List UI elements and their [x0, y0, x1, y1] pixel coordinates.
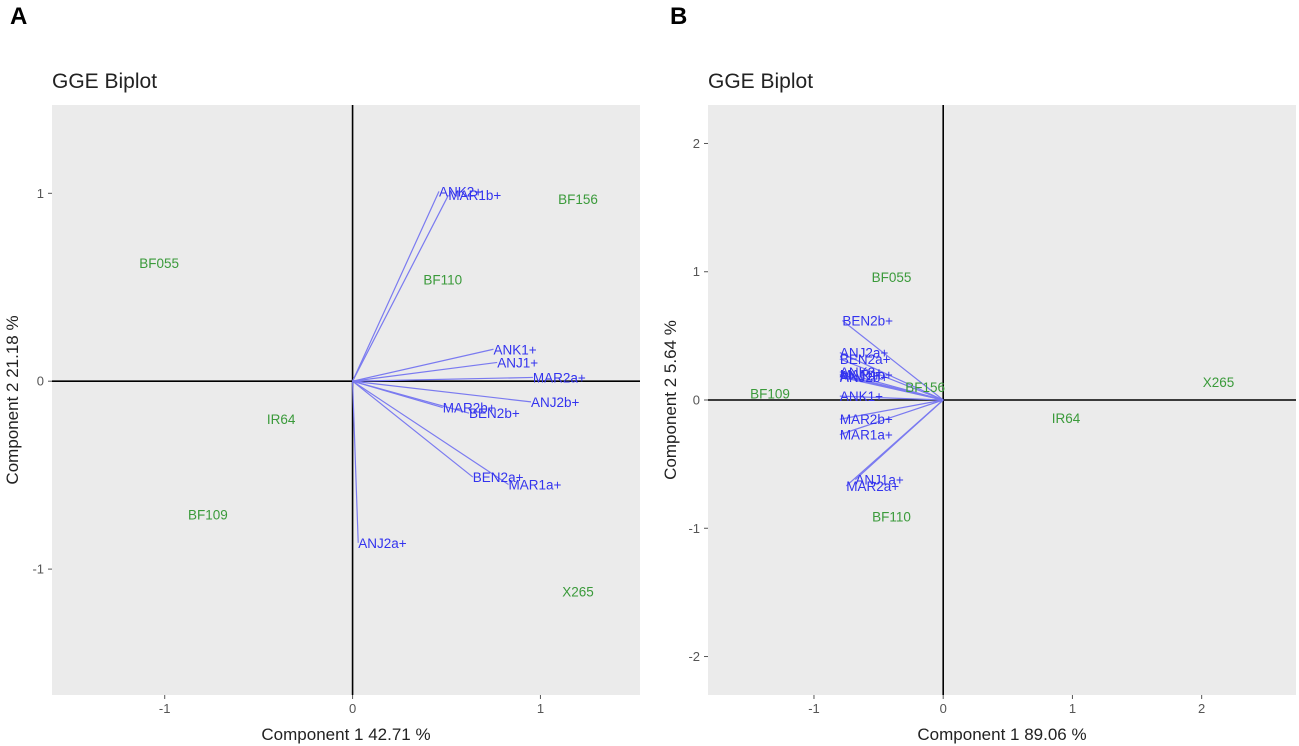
environment-vector [351, 381, 359, 543]
environment-label: MAR1b+ [840, 367, 893, 382]
panel-a-ticks: -1 0 1 -1 0 1 [32, 186, 544, 716]
environment-label: ANJ1+ [840, 369, 881, 384]
panel-a-labels: ANK2+MAR1b+ANK1+ANJ1+MAR2a+ANJ2b+MAR2b+B… [139, 184, 598, 599]
environment-label: MAR2b+ [840, 412, 893, 427]
panel-b-x-axis-title: Component 1 89.06 % [917, 725, 1086, 744]
y-tick-label: -1 [32, 562, 44, 577]
environment-label: ANK2+ [439, 184, 482, 199]
x-tick-label: 1 [537, 701, 544, 716]
genotype-label: BF156 [905, 380, 945, 395]
environment-vector [839, 358, 944, 401]
panel-a-plot-area [52, 105, 640, 695]
environment-label: MAR1b+ [448, 188, 501, 203]
panel-b-y-axis-title: Component 2 5.64 % [661, 320, 680, 480]
genotype-label: X265 [562, 585, 594, 600]
environment-vector [839, 376, 944, 401]
genotype-label: BF110 [423, 273, 462, 288]
panel-b-labels: BEN2b+ ANJ2a+BEN2a+ANK2+ANJ1+MAR1b+ANJ2b+… [750, 270, 1234, 525]
environment-vector [839, 351, 944, 401]
x-tick-label: -1 [159, 701, 171, 716]
environment-label: MAR2b+ [443, 401, 496, 416]
y-tick-label: 0 [37, 374, 44, 389]
environment-label: ANK1+ [493, 342, 536, 357]
panel-a-x-axis-title: Component 1 42.71 % [261, 725, 430, 744]
panel-a-y-axis-title: Component 2 21.18 % [3, 315, 22, 484]
environment-vector [839, 399, 944, 420]
environment-vector [842, 320, 944, 401]
environment-label: ANJ2b+ [531, 395, 580, 410]
genotype-label: BF055 [139, 256, 179, 271]
environment-label: MAR2a+ [846, 479, 899, 494]
environment-vector [352, 194, 449, 382]
x-tick-label: 0 [940, 701, 947, 716]
genotype-label: BF109 [188, 508, 228, 523]
environment-label: MAR1a+ [508, 478, 561, 493]
environment-vector [839, 395, 944, 401]
panel-a-title: GGE Biplot [52, 70, 157, 93]
environment-label: BEN2a+ [840, 352, 891, 367]
environment-label: MAR1a+ [840, 428, 893, 443]
panel-a-axes [52, 105, 640, 695]
y-tick-label: -2 [688, 649, 700, 664]
panel-a: A GGE Biplot ANK2+MAR1b+ ANK1+ANJ1+MAR2a+… [3, 3, 640, 744]
environment-label: ANJ2a+ [358, 536, 407, 551]
panel-a-letter: A [10, 3, 27, 30]
environment-vector [845, 399, 944, 487]
environment-vector [352, 380, 532, 403]
y-tick-label: -1 [688, 521, 700, 536]
genotype-label: BF110 [872, 510, 911, 525]
x-tick-label: 2 [1198, 701, 1205, 716]
genotype-label: BF055 [872, 270, 912, 285]
environment-label: BEN2a+ [473, 470, 524, 485]
genotype-label: X265 [1203, 375, 1235, 390]
y-tick-label: 1 [693, 264, 700, 279]
environment-label: ANJ1+ [497, 355, 538, 370]
panel-a-vectors [351, 191, 533, 543]
environment-label: ANJ1a+ [855, 473, 904, 488]
environment-label: BEN2b+ [469, 406, 520, 421]
y-tick-label: 1 [37, 186, 44, 201]
environment-vector [352, 380, 474, 478]
panel-b-title: GGE Biplot [708, 70, 813, 93]
panel-b-letter: B [670, 3, 687, 30]
panel-b-ticks: -1 0 1 2 -2 -1 0 1 2 [688, 136, 1205, 716]
environment-label: ANJ2b+ [840, 370, 889, 385]
genotype-label: IR64 [267, 412, 296, 427]
panel-b: B GGE Biplot BEN2b+ANJ2a+BEN2a+ANK2+ANJ1… [661, 3, 1296, 744]
environment-vector [352, 380, 470, 414]
environment-label: MAR2a+ [533, 370, 586, 385]
environment-vector [352, 376, 533, 382]
genotype-label: IR64 [1052, 411, 1081, 426]
genotype-label: BF156 [558, 192, 598, 207]
environment-vector [839, 399, 944, 436]
x-tick-label: -1 [808, 701, 820, 716]
environment-label: ANK1+ [840, 389, 883, 404]
environment-label: ANK2+ [840, 365, 883, 380]
environment-label: ANJ2a+ [840, 346, 889, 361]
x-tick-label: 0 [349, 701, 356, 716]
y-tick-label: 0 [693, 393, 700, 408]
environment-vector [352, 361, 498, 382]
environment-vector [352, 348, 494, 382]
panel-b-vectors [839, 320, 944, 487]
y-tick-label: 2 [693, 136, 700, 151]
x-tick-label: 1 [1069, 701, 1076, 716]
environment-vector [352, 380, 509, 486]
genotype-label: BF109 [750, 387, 790, 402]
environment-label: BEN2b+ [842, 313, 893, 328]
environment-vector [352, 191, 440, 382]
